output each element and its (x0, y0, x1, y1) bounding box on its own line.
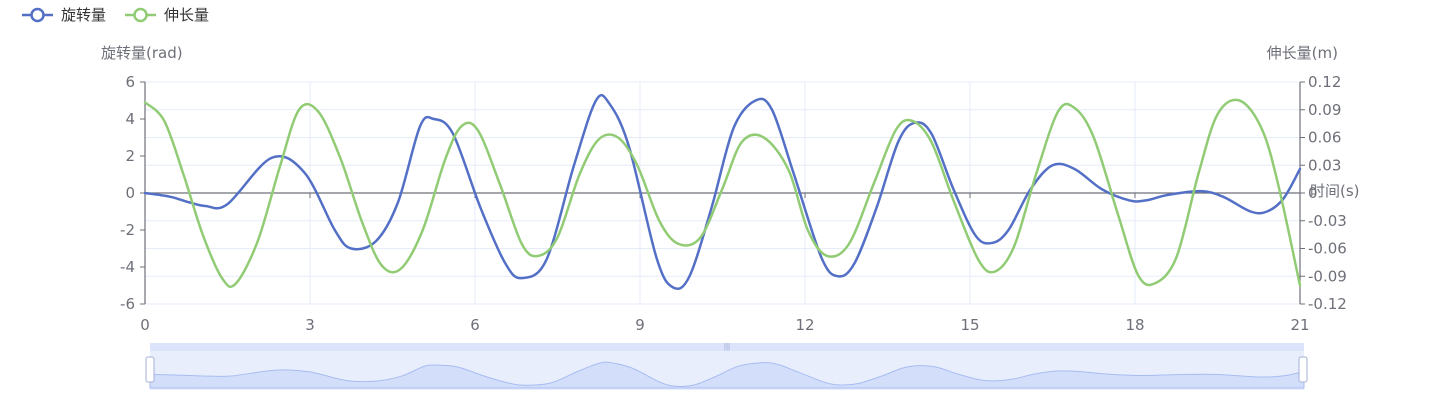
series-line-elongation (143, 98, 1302, 288)
y-left-tick-label: -4 (120, 258, 135, 276)
y-right-tick-label: 0.03 (1308, 156, 1341, 174)
x-tick-label: 18 (1125, 316, 1144, 334)
y-left-tick-label: -6 (120, 295, 135, 313)
legend-label-elongation: 伸长量 (164, 6, 209, 24)
axes: 0 3 6 9 12 15 18 21 -6 -4 -2 0 2 4 6 -0.12 -0.09 -0.06 -0.… (120, 73, 1347, 334)
y-right-tick-label: 0 (1308, 184, 1318, 202)
y-right-tick-label: -0.03 (1308, 212, 1347, 230)
x-tick-label: 6 (470, 316, 480, 334)
y-right-tick-label: -0.06 (1308, 240, 1347, 258)
y-left-tick-label: 4 (125, 110, 135, 128)
y-left-tick-label: -2 (120, 221, 135, 239)
x-tick-label: 9 (635, 316, 645, 334)
legend-circle-icon (30, 7, 45, 23)
x-tick-label: 0 (140, 316, 150, 334)
y-right-tick-label: 0.06 (1308, 129, 1341, 147)
y-right-tick-label: 0.09 (1308, 101, 1341, 119)
legend-label-rotation: 旋转量 (61, 6, 106, 24)
y-axis-right-name: 伸长量(m) (1267, 44, 1338, 62)
legend-item-elongation[interactable]: 伸长量 (125, 6, 209, 24)
y-left-tick-label: 6 (125, 73, 135, 91)
x-axis-name: 时间(s) (1310, 182, 1360, 200)
x-tick-label: 3 (305, 316, 315, 334)
series-layer (143, 93, 1302, 291)
data-zoom-handle-end[interactable] (1298, 356, 1308, 383)
y-left-tick-label: 2 (125, 147, 135, 165)
drag-grip-icon: ||| (724, 342, 730, 351)
y-axis-left-name: 旋转量(rad) (101, 44, 183, 62)
legend[interactable]: 旋转量 伸长量 (22, 6, 209, 24)
series-line-rotation (143, 93, 1302, 291)
x-tick-label: 21 (1290, 316, 1309, 334)
data-zoom-handle-start[interactable] (145, 356, 155, 383)
data-zoom-shadow (149, 361, 1305, 389)
legend-item-rotation[interactable]: 旋转量 (22, 6, 106, 24)
data-zoom-slider[interactable]: ||| (145, 342, 1308, 390)
y-right-tick-label: 0.12 (1308, 73, 1341, 91)
x-tick-label: 15 (960, 316, 979, 334)
y-right-tick-label: -0.12 (1308, 295, 1347, 313)
data-zoom-move-bar[interactable] (150, 343, 1304, 351)
y-left-tick-label: 0 (125, 184, 135, 202)
y-right-tick-label: -0.09 (1308, 267, 1347, 285)
x-tick-label: 12 (795, 316, 814, 334)
legend-circle-icon (133, 7, 148, 23)
